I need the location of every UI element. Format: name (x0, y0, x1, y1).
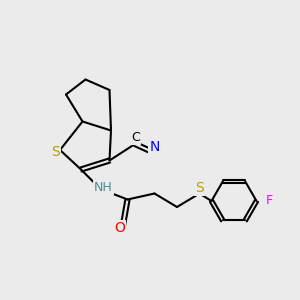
Text: N: N (149, 140, 160, 154)
Text: NH: NH (94, 181, 113, 194)
Text: O: O (114, 221, 125, 235)
Text: S: S (195, 181, 204, 194)
Text: C: C (131, 131, 140, 144)
Text: F: F (266, 194, 273, 208)
Text: S: S (51, 145, 60, 158)
